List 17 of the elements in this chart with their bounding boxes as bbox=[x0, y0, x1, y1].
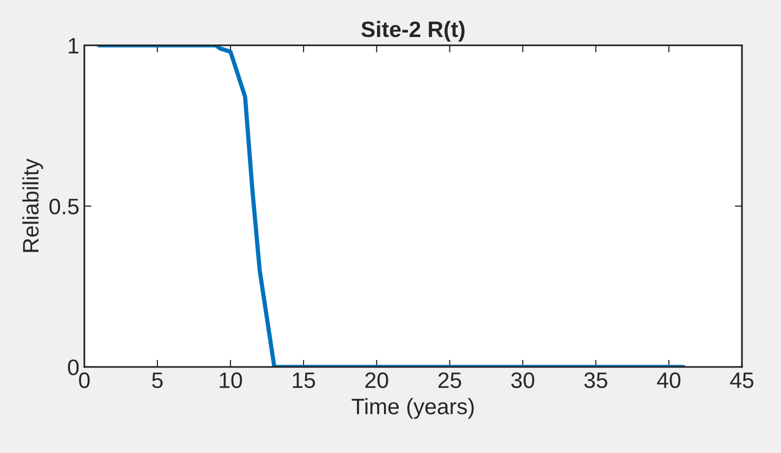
y-tick-label: 0.5 bbox=[49, 198, 79, 214]
x-tick-label: 25 bbox=[438, 372, 462, 388]
x-tick-label: 5 bbox=[152, 372, 163, 388]
y-tick-label: 1 bbox=[68, 38, 78, 54]
x-tick-label: 20 bbox=[365, 372, 388, 388]
x-tick-label: 0 bbox=[79, 372, 90, 388]
x-tick-label: 10 bbox=[220, 372, 242, 388]
chart-title: Site-2 R(t) bbox=[361, 20, 465, 42]
x-tick-label: 35 bbox=[584, 372, 608, 388]
line-series bbox=[96, 45, 686, 367]
y-axis-title: Reliability bbox=[22, 158, 44, 252]
x-tick-label: 40 bbox=[657, 372, 680, 388]
y-tick-label: 0 bbox=[68, 359, 79, 376]
x-tick-label: 45 bbox=[730, 372, 754, 388]
x-tick-label: 30 bbox=[511, 372, 534, 388]
x-tick-label: 15 bbox=[292, 372, 315, 388]
x-axis-title: Time (years) bbox=[352, 398, 474, 419]
